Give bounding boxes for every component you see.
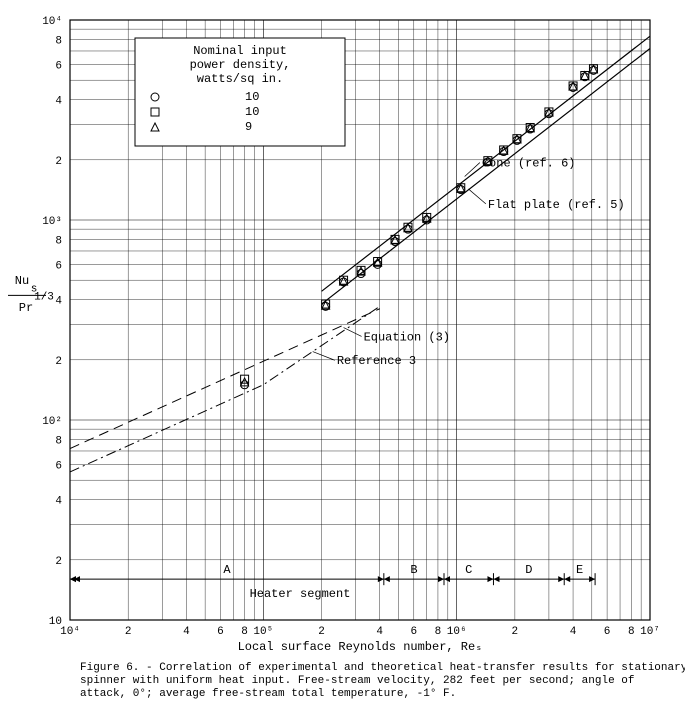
arrow-left-icon: [564, 576, 570, 582]
figure-caption: spinner with uniform heat input. Free-st…: [80, 675, 635, 687]
curve-label-cone: Cone (ref. 6): [482, 157, 576, 171]
xtick-label: 10⁷: [640, 626, 660, 638]
xtick-label: 10⁴: [60, 626, 80, 638]
ytick-minor-label: 8: [55, 35, 62, 47]
xtick-minor-label: 6: [604, 626, 611, 638]
ytick-minor-label: 4: [55, 496, 62, 508]
legend-item-label: 10: [245, 105, 259, 119]
arrow-right-icon: [589, 576, 595, 582]
figure-caption: Figure 6. - Correlation of experimental …: [80, 662, 685, 674]
legend-item-label: 9: [245, 120, 252, 134]
curve-label-equation3: Equation (3): [364, 330, 450, 344]
heater-segment-label: A: [223, 563, 231, 577]
y-axis-label-denominator: Pr: [19, 301, 33, 315]
xtick-minor-label: 8: [241, 626, 248, 638]
ytick-minor-label: 4: [55, 96, 62, 108]
legend-item-label: 10: [245, 90, 259, 104]
legend-title: power density,: [190, 58, 291, 72]
arrow-right-icon: [438, 576, 444, 582]
arrow-left-icon: [384, 576, 390, 582]
ytick-label: 10: [49, 616, 62, 628]
ytick-minor-label: 8: [55, 435, 62, 447]
heater-label: Heater segment: [250, 587, 351, 601]
xtick-minor-label: 2: [512, 626, 519, 638]
loglog-chart: 10⁴ 2 4 6 8 10⁵ 2 4 6 8 10⁶ 2 4 6 8 10⁷ 10 2 4 6 8 10² 2 4 6 8 10³…: [0, 0, 685, 718]
ytick-minor-label: 2: [55, 156, 62, 168]
curve-reference-3: [70, 306, 380, 472]
legend-title: watts/sq in.: [197, 72, 283, 86]
xtick-minor-label: 4: [376, 626, 383, 638]
arrow-left-icon: [493, 576, 499, 582]
xtick-minor-label: 2: [125, 626, 132, 638]
ytick-label: 10³: [42, 216, 62, 228]
heater-segment-label: B: [410, 563, 417, 577]
legend-title: Nominal input: [193, 44, 287, 58]
y-axis-label-exp: 1/3: [34, 292, 54, 304]
leader-line: [344, 328, 362, 337]
y-axis-label-numerator: Nu: [15, 274, 29, 288]
figure-caption: attack, 0°; average free-stream total te…: [80, 688, 456, 700]
arrow-right-icon: [487, 576, 493, 582]
xtick-label: 10⁵: [253, 626, 273, 638]
ytick-label: 10⁴: [42, 16, 62, 28]
heater-segment-label: D: [525, 563, 532, 577]
curve-flat-plate: [322, 49, 650, 305]
heater-segment-label: E: [576, 563, 583, 577]
ytick-label: 10²: [42, 416, 62, 428]
xtick-minor-label: 4: [570, 626, 577, 638]
ytick-minor-label: 4: [55, 296, 62, 308]
ytick-minor-label: 2: [55, 356, 62, 368]
arrow-right-icon: [378, 576, 384, 582]
ytick-minor-label: 8: [55, 235, 62, 247]
xtick-minor-label: 2: [318, 626, 325, 638]
ytick-minor-label: 6: [55, 60, 62, 72]
arrow-right-icon: [558, 576, 564, 582]
xtick-minor-label: 6: [217, 626, 224, 638]
ytick-minor-label: 2: [55, 556, 62, 568]
heater-segment-label: C: [465, 563, 472, 577]
curve-label-reference3: Reference 3: [337, 354, 416, 368]
ytick-minor-label: 6: [55, 260, 62, 272]
xtick-minor-label: 6: [410, 626, 417, 638]
curve-equation-3: [70, 309, 380, 449]
arrow-left-icon: [444, 576, 450, 582]
ytick-minor-label: 6: [55, 460, 62, 472]
xtick-minor-label: 8: [628, 626, 635, 638]
x-axis-label: Local surface Reynolds number, Reₛ: [238, 640, 483, 654]
curve-label-flatplate: Flat plate (ref. 5): [488, 198, 625, 212]
xtick-label: 10⁶: [447, 626, 467, 638]
leader-line: [468, 189, 485, 204]
leader-line: [313, 352, 335, 361]
xtick-minor-label: 4: [183, 626, 190, 638]
xtick-minor-label: 8: [435, 626, 442, 638]
